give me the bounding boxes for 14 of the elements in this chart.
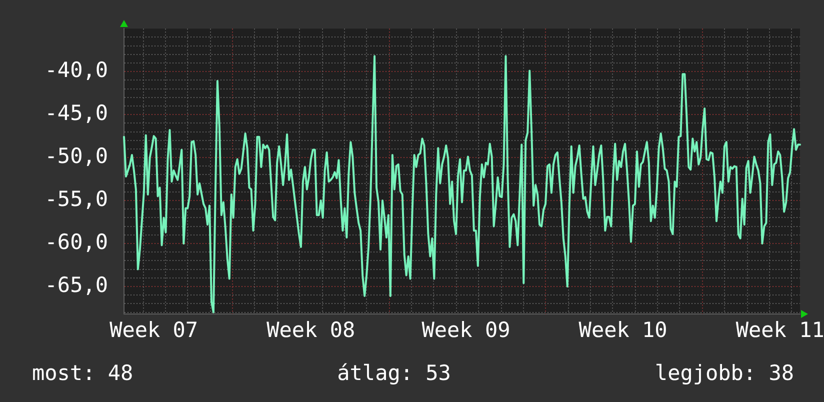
y-tick-label: -55,0 <box>44 186 108 211</box>
x-tick-label: Week 07 <box>110 318 198 342</box>
y-tick-label: -65,0 <box>44 272 108 297</box>
x-tick-label: Week 11 <box>736 318 824 342</box>
x-tick-label: Week 09 <box>422 318 510 342</box>
text: átlag: 53 <box>337 361 451 385</box>
y-tick-label: -50,0 <box>44 144 108 168</box>
y-tick-label: -40,0 <box>44 58 108 82</box>
x-tick-label: Week 08 <box>266 318 356 342</box>
x-tick-label: Week 10 <box>578 318 668 342</box>
y-tick-label: -60,0 <box>44 230 108 254</box>
text: most: 48 <box>32 361 134 385</box>
y-tick-label: -45,0 <box>44 101 108 126</box>
text: legjobb: 38 <box>654 361 794 385</box>
